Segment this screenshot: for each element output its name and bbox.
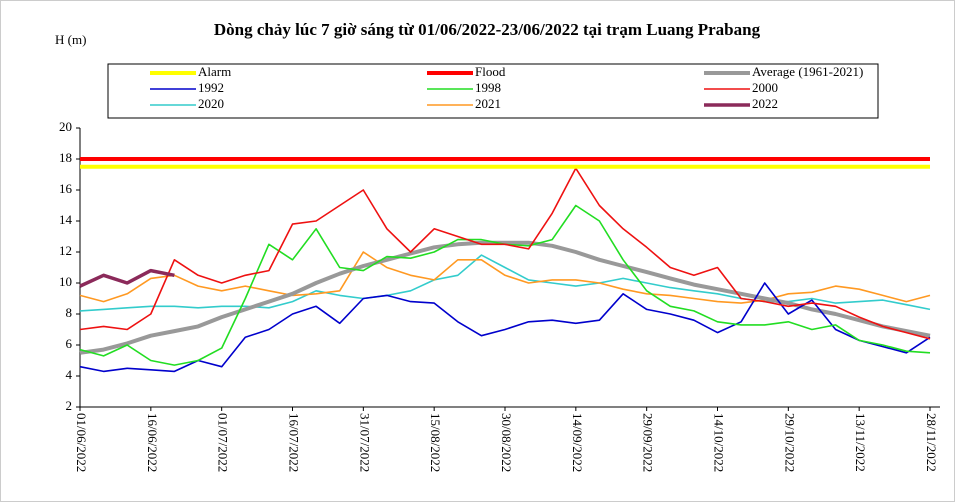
x-tick-label: 16/07/2022	[287, 413, 302, 472]
x-tick-label: 01/06/2022	[74, 413, 89, 472]
x-tick-label: 13/11/2022	[853, 413, 868, 472]
x-tick-label: 29/09/2022	[641, 413, 656, 472]
series-line	[79, 268, 175, 288]
x-tick-label: 31/07/2022	[357, 413, 372, 472]
series-line	[79, 240, 931, 355]
legend-label: 2000	[752, 80, 778, 95]
legend-label: 2021	[475, 96, 501, 111]
legend-label: 2020	[198, 96, 224, 111]
y-tick-label: 2	[66, 398, 73, 413]
x-tick-label: 14/10/2022	[712, 413, 727, 472]
series-line	[79, 282, 931, 373]
series-line	[79, 167, 931, 340]
series-line	[79, 251, 931, 304]
legend-label: Flood	[475, 64, 506, 79]
x-tick-label: 14/09/2022	[570, 413, 585, 472]
legend-label: 1992	[198, 80, 224, 95]
y-tick-label: 8	[66, 305, 73, 320]
x-tick-label: 30/08/2022	[499, 413, 514, 472]
x-tick-label: 01/07/2022	[216, 413, 231, 472]
legend-label: 1998	[475, 80, 501, 95]
x-tick-label: 15/08/2022	[428, 413, 443, 472]
legend-label: Alarm	[198, 64, 231, 79]
x-tick-label: 29/10/2022	[782, 413, 797, 472]
y-tick-label: 14	[59, 212, 73, 227]
y-tick-label: 20	[59, 119, 72, 134]
chart-title: Dòng chảy lúc 7 giờ sáng từ 01/06/2022-2…	[214, 20, 761, 39]
y-tick-label: 4	[66, 367, 73, 382]
y-tick-label: 16	[59, 181, 73, 196]
x-tick-label: 16/06/2022	[145, 413, 160, 472]
legend-label: Average (1961-2021)	[752, 64, 863, 79]
y-tick-label: 6	[66, 336, 73, 351]
legend-label: 2022	[752, 96, 778, 111]
x-tick-label: 28/11/2022	[924, 413, 939, 472]
y-tick-label: 10	[59, 274, 72, 289]
y-axis-label: H (m)	[55, 32, 86, 47]
y-tick-label: 18	[59, 150, 72, 165]
y-tick-label: 12	[59, 243, 72, 258]
